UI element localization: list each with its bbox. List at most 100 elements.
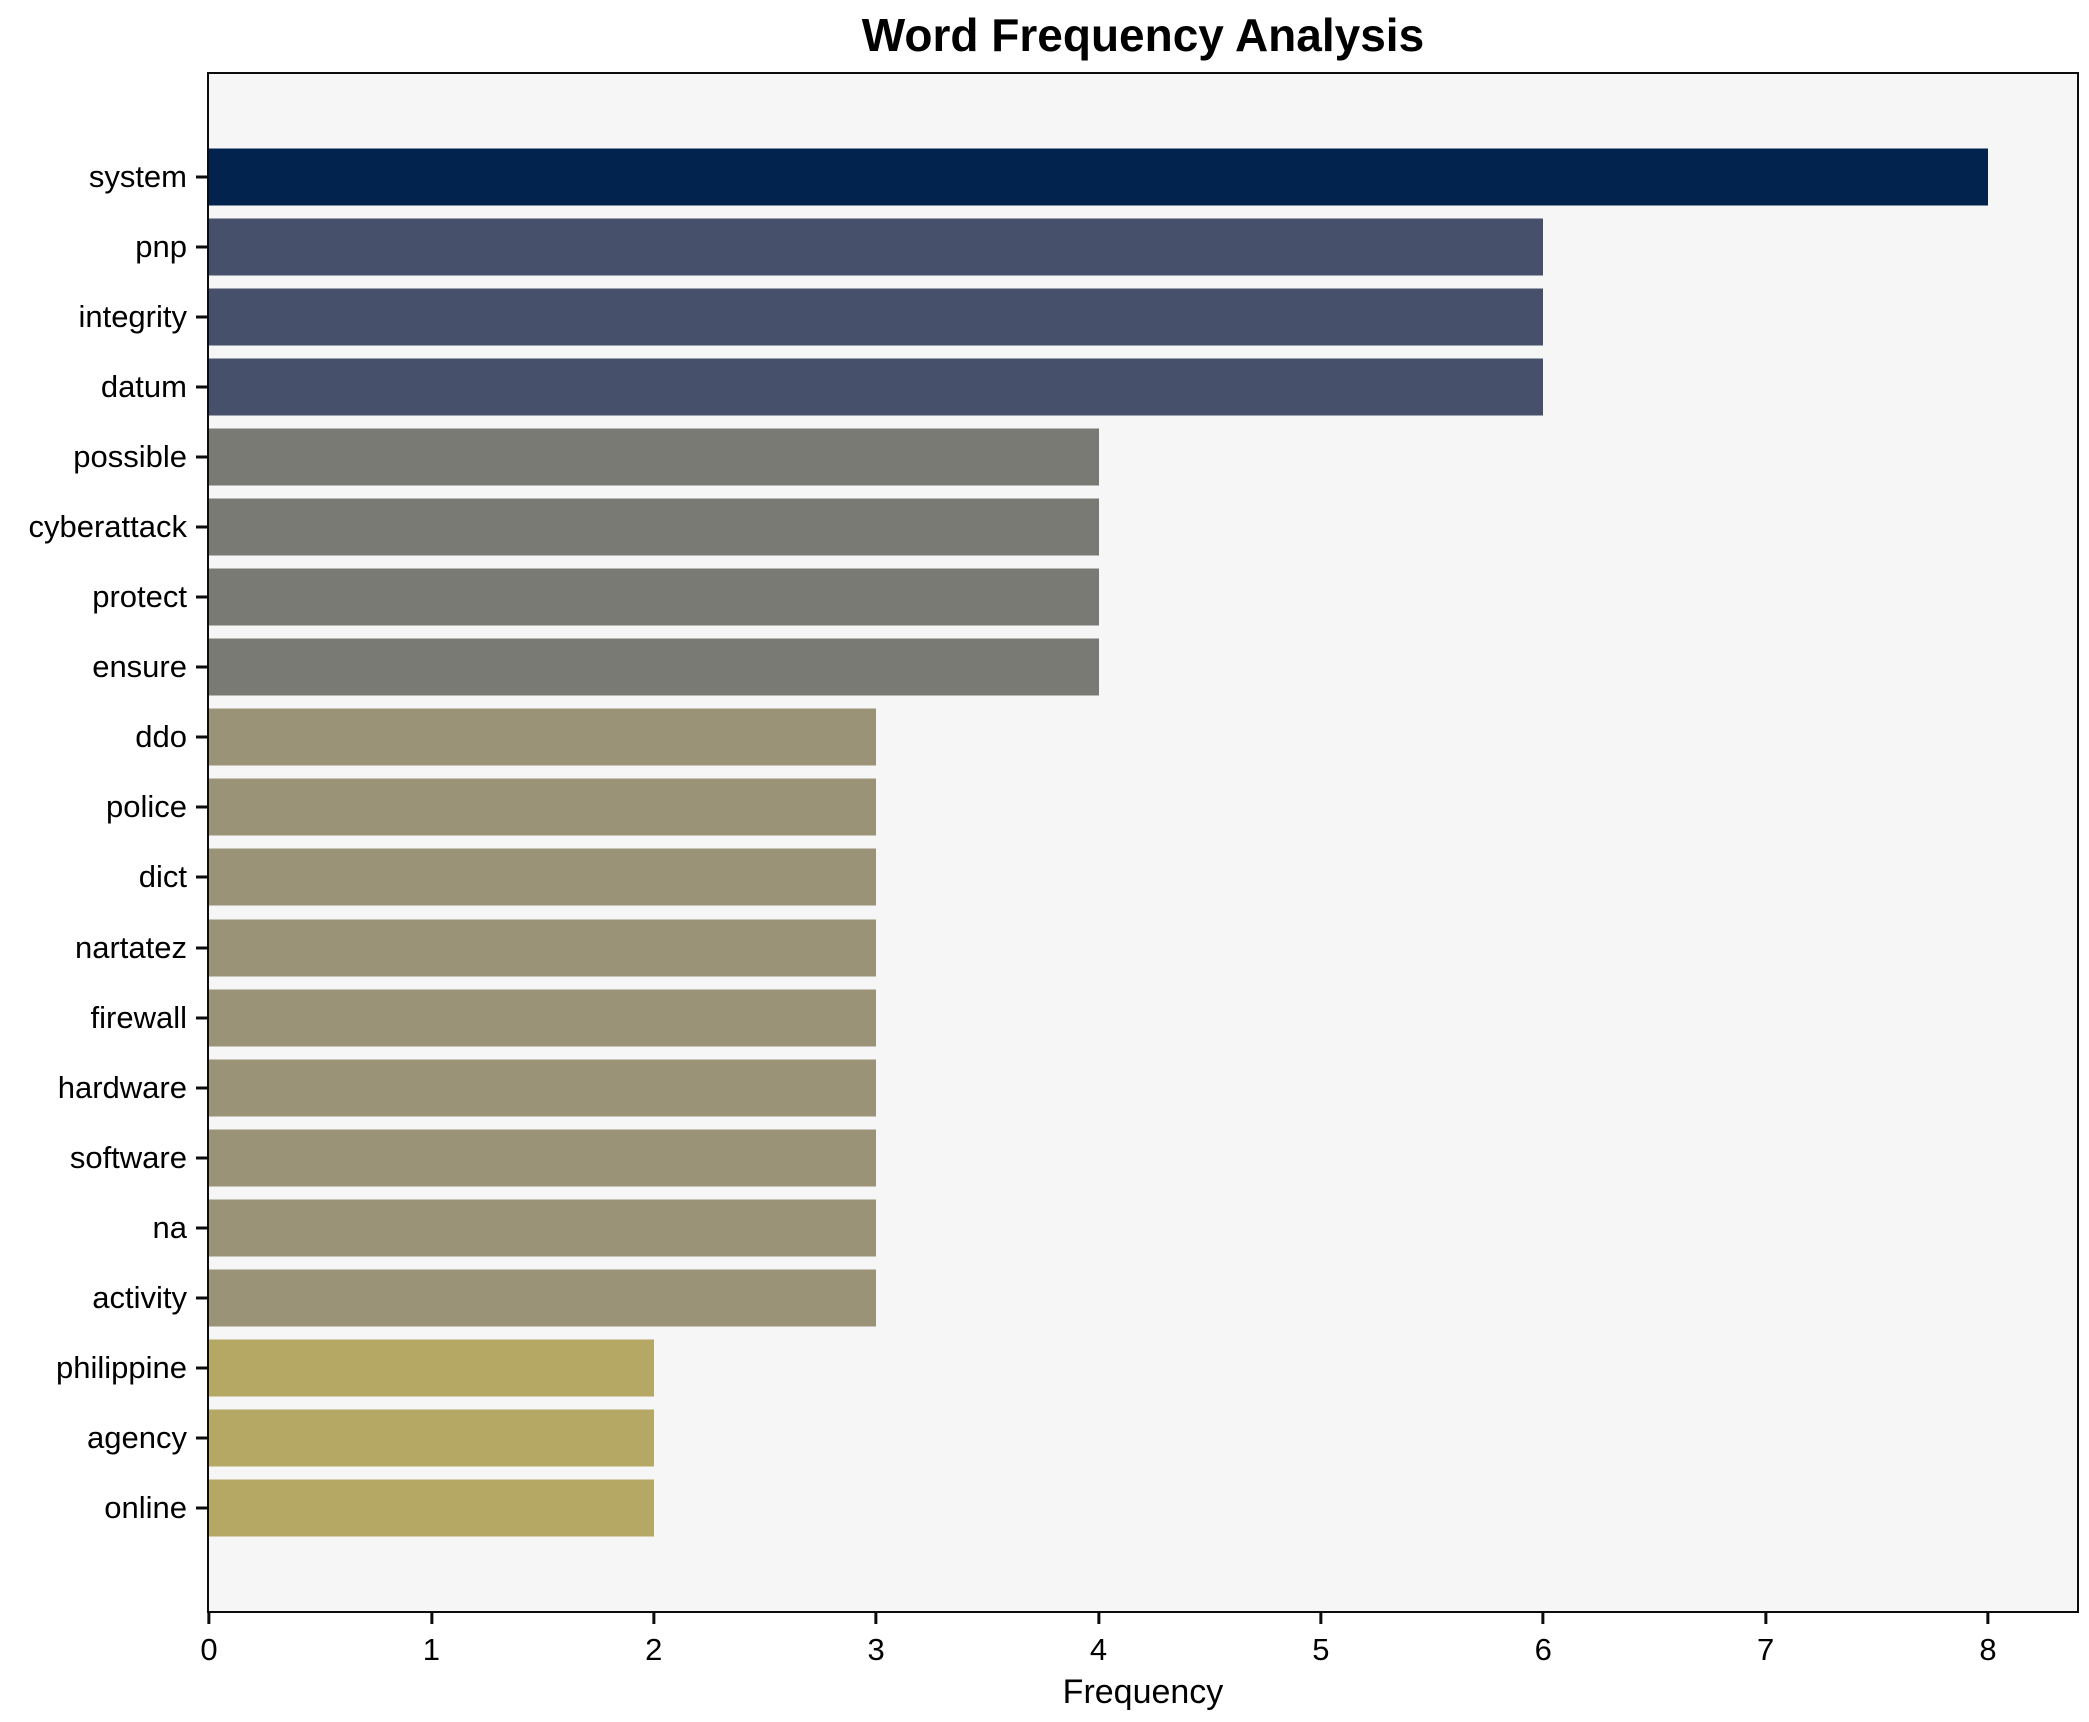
bar-datum: [209, 358, 1544, 416]
x-tick-label: 2: [645, 1632, 663, 1667]
bar-hardware: [209, 1059, 877, 1117]
x-tick: 6: [1535, 1613, 1552, 1668]
x-tick-label: 6: [1534, 1632, 1552, 1667]
y-tick-mark: [196, 525, 207, 529]
bar-row: online: [104, 1473, 2077, 1543]
bar-possible: [209, 428, 1099, 486]
bar-row: possible: [73, 422, 2077, 492]
y-axis-label: police: [106, 789, 187, 825]
bar-row: ddo: [135, 702, 2077, 772]
y-tick-mark: [196, 665, 207, 669]
bar-firewall: [209, 989, 877, 1047]
bars-container: system pnp integrity datum possible cyberatta…: [28, 74, 2077, 1611]
bar-online: [209, 1479, 654, 1537]
x-tick-label: 7: [1757, 1632, 1775, 1667]
bar-activity: [209, 1269, 877, 1327]
bar-row: system: [89, 142, 2077, 212]
bar-row: hardware: [58, 1053, 2077, 1123]
y-tick-mark: [196, 805, 207, 809]
x-tick-mark: [207, 1613, 211, 1624]
y-axis-label: possible: [73, 439, 187, 475]
bar-agency: [209, 1409, 654, 1467]
y-tick-mark: [196, 1506, 207, 1510]
x-tick-mark: [1764, 1613, 1768, 1624]
y-axis-label: hardware: [57, 1069, 187, 1105]
x-tick-mark: [652, 1613, 656, 1624]
y-axis-label: activity: [92, 1279, 187, 1315]
bar-cyberattack: [209, 498, 1099, 556]
y-tick-mark: [196, 1296, 207, 1300]
x-tick: 0: [200, 1613, 218, 1668]
y-axis-label: na: [152, 1209, 187, 1245]
y-tick-mark: [196, 175, 207, 179]
y-tick-mark: [196, 1226, 207, 1230]
y-tick-mark: [196, 1366, 207, 1370]
bar-row: pnp: [135, 212, 2077, 282]
bar-row: police: [106, 772, 2077, 842]
y-tick-mark: [196, 1016, 207, 1020]
bar-police: [209, 778, 877, 836]
y-tick-mark: [196, 1086, 207, 1090]
bar-pnp: [209, 218, 1544, 276]
x-axis-label: Frequency: [1062, 1673, 1224, 1711]
x-tick-mark: [874, 1613, 878, 1624]
bar-protect: [209, 568, 1099, 626]
y-tick-mark: [196, 595, 207, 599]
bar-row: na: [153, 1193, 2077, 1263]
bar-row: dict: [139, 842, 2077, 912]
y-axis-label: pnp: [135, 229, 187, 265]
y-axis-label: software: [69, 1139, 187, 1175]
x-tick-mark: [429, 1613, 433, 1624]
y-axis-label: ddo: [135, 719, 187, 755]
y-tick-mark: [196, 1156, 207, 1160]
y-tick-mark: [196, 245, 207, 249]
x-tick-label: 1: [422, 1632, 440, 1667]
bar-system: [209, 148, 1989, 206]
bar-row: protect: [92, 562, 2077, 632]
bar-philippine: [209, 1339, 654, 1397]
y-axis-label: philippine: [56, 1349, 187, 1385]
x-tick-mark: [1097, 1613, 1101, 1624]
bar-row: philippine: [56, 1333, 2077, 1403]
bar-row: activity: [92, 1263, 2077, 1333]
y-tick-mark: [196, 385, 207, 389]
bar-integrity: [209, 288, 1544, 346]
x-tick: 2: [645, 1613, 662, 1668]
y-axis-label: dict: [138, 859, 187, 895]
y-axis-label: online: [104, 1489, 187, 1525]
y-axis-label: cyberattack: [28, 509, 187, 545]
x-tick-label: 8: [1979, 1632, 1997, 1667]
x-tick-label: 3: [867, 1632, 885, 1667]
chart-title: Word Frequency Analysis: [861, 9, 1425, 61]
bar-row: integrity: [78, 282, 2077, 352]
x-tick: 1: [423, 1613, 440, 1668]
bar-nartatez: [209, 919, 877, 977]
bar-row: firewall: [91, 983, 2077, 1053]
bar-dict: [209, 848, 877, 906]
bar-row: ensure: [92, 632, 2077, 702]
x-tick-mark: [1541, 1613, 1545, 1624]
y-axis-label: nartatez: [74, 929, 187, 965]
bar-row: software: [70, 1123, 2077, 1193]
bar-row: nartatez: [75, 913, 2077, 983]
plot-area: system pnp integrity datum possible cyberatta…: [28, 72, 2079, 1711]
y-tick-mark: [196, 315, 207, 319]
y-axis-label: agency: [87, 1419, 187, 1455]
bar-ddo: [209, 708, 877, 766]
y-axis-label: datum: [100, 369, 187, 405]
bar-na: [209, 1199, 877, 1257]
bar-ensure: [209, 638, 1099, 696]
y-axis-label: firewall: [90, 999, 187, 1035]
y-tick-mark: [196, 946, 207, 950]
bar-row: datum: [101, 352, 2077, 422]
y-tick-mark: [196, 735, 207, 739]
x-tick: 4: [1090, 1613, 1107, 1668]
y-axis-label: integrity: [78, 299, 187, 335]
bar-software: [209, 1129, 877, 1187]
x-tick-label: 4: [1089, 1632, 1108, 1667]
x-tick: 8: [1979, 1613, 1997, 1668]
x-tick: 7: [1757, 1613, 1774, 1668]
bar-row: cyberattack: [28, 492, 2077, 562]
y-axis-label: ensure: [92, 649, 187, 685]
